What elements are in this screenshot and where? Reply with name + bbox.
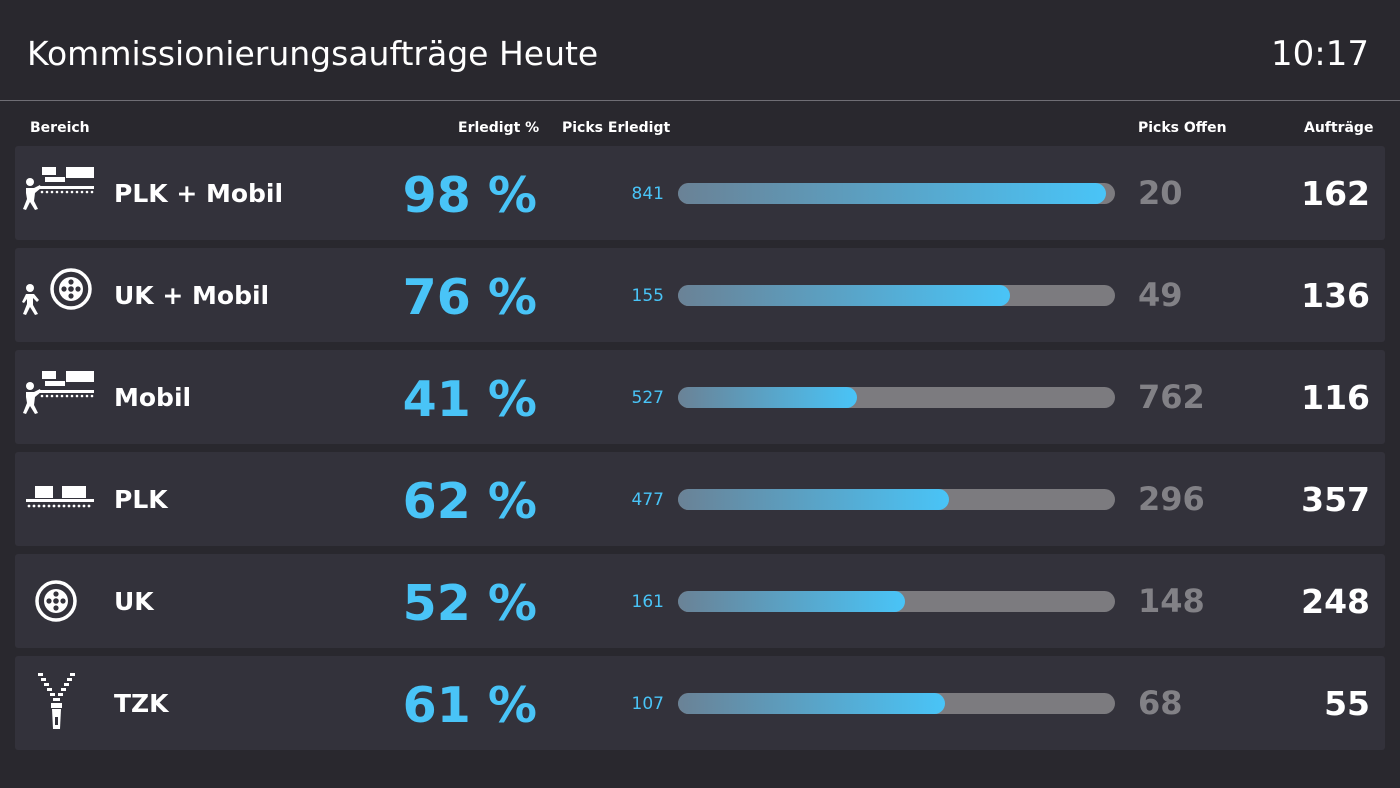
progress-bar-fill [678,285,1011,306]
column-header-orders: Aufträge [1304,120,1374,136]
picks-done-count: 477 [631,490,664,510]
person-conveyor-icon [20,163,100,223]
header-bar: Kommissionierungsaufträge Heute 10:17 [0,0,1400,101]
picks-done-count: 155 [631,286,664,306]
person-conveyor-icon [20,367,100,427]
person-wheel-icon [20,265,100,325]
picks-open-count: 68 [1138,684,1183,722]
picks-done-count: 841 [631,184,664,204]
progress-bar [678,489,1115,510]
conveyor-icon [20,469,100,529]
picks-open-count: 762 [1138,378,1205,416]
picks-done-count: 527 [631,388,664,408]
progress-bar [678,693,1115,714]
picks-open-count: 20 [1138,174,1183,212]
orders-count: 357 [1301,480,1370,519]
picks-done-count: 161 [631,592,664,612]
progress-bar-fill [678,489,949,510]
picks-open-count: 49 [1138,276,1183,314]
area-name: PLK [114,485,168,514]
orders-count: 248 [1301,582,1370,621]
table-row: PLK 62 % 477 296 357 [15,452,1385,546]
done-percent: 52 % [402,575,537,632]
orders-count: 162 [1301,174,1370,213]
progress-bar [678,591,1115,612]
column-header-picks-done: Picks Erledigt [562,120,671,136]
zipper-icon [20,673,100,733]
table-row: PLK + Mobil 98 % 841 20 162 [15,146,1385,240]
orders-count: 116 [1301,378,1370,417]
progress-bar-fill [678,387,858,408]
area-name: UK + Mobil [114,281,270,310]
done-percent: 62 % [402,473,537,530]
done-percent: 61 % [402,677,537,734]
orders-count: 55 [1324,684,1370,723]
done-percent: 41 % [402,371,537,428]
area-name: Mobil [114,383,192,412]
table-row: TZK 61 % 107 68 55 [15,656,1385,750]
progress-bar [678,183,1115,204]
progress-bar-fill [678,591,906,612]
orders-count: 136 [1301,276,1370,315]
done-percent: 98 % [402,167,537,224]
table-row: Mobil 41 % 527 762 116 [15,350,1385,444]
picks-done-count: 107 [631,694,664,714]
area-name: UK [114,587,154,616]
progress-bar-fill [678,183,1107,204]
column-header-picks-open: Picks Offen [1138,120,1227,136]
area-name: TZK [114,689,169,718]
progress-bar-fill [678,693,945,714]
clock: 10:17 [1271,34,1369,74]
column-header-area: Bereich [30,120,90,136]
table-row: UK 52 % 161 148 248 [15,554,1385,648]
picks-open-count: 296 [1138,480,1205,518]
area-list: PLK + Mobil 98 % 841 20 162 UK + Mobil 7… [15,146,1385,758]
area-name: PLK + Mobil [114,179,284,208]
wheel-icon [20,571,100,631]
progress-bar [678,387,1115,408]
done-percent: 76 % [402,269,537,326]
page-title: Kommissionierungsaufträge Heute [27,34,599,73]
column-header-done-pct: Erledigt % [458,120,540,136]
picks-open-count: 148 [1138,582,1205,620]
progress-bar [678,285,1115,306]
table-row: UK + Mobil 76 % 155 49 136 [15,248,1385,342]
